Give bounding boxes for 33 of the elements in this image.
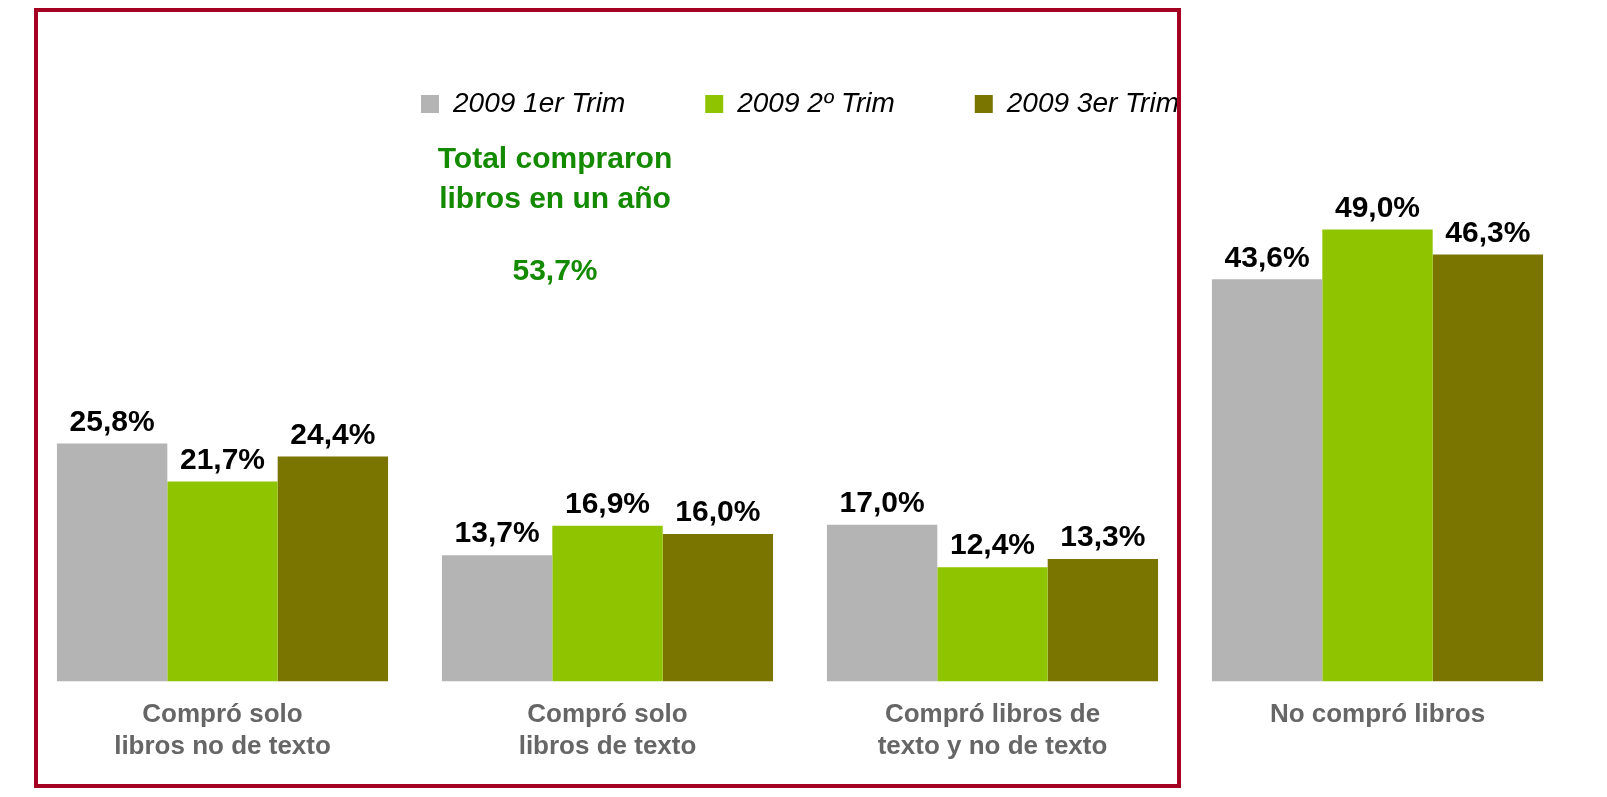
text: Total compraron libros en un año (437, 141, 673, 215)
data-label: 43,6% (1224, 239, 1310, 273)
bar (552, 525, 663, 682)
annotation: 53,7% (512, 253, 598, 287)
bar (662, 533, 774, 682)
data-label: 24,4% (290, 416, 376, 450)
bar (1322, 229, 1433, 682)
data-label: 13,3% (1060, 519, 1146, 553)
data-label: 46,3% (1445, 214, 1531, 248)
x-tick-label: Compró solo libros no de texto (114, 698, 331, 760)
data-label: 25,8% (69, 403, 155, 437)
bar (1047, 558, 1159, 682)
bar (167, 481, 278, 682)
data-label: 49,0% (1334, 189, 1421, 223)
data-label: 13,7% (454, 515, 540, 549)
x-tick-label: Compró libros de texto y no de texto (877, 698, 1108, 760)
data-label: 16,9% (564, 485, 651, 519)
data-label: 21,7% (179, 441, 266, 475)
bar (1432, 254, 1544, 682)
data-label: 16,0% (675, 494, 761, 528)
bar (826, 524, 938, 682)
legend-label: 2009 1er Trim (452, 86, 626, 118)
x-tick-label: Compró solo libros de texto (518, 698, 697, 760)
data-label: 12,4% (949, 527, 1036, 561)
x-tick-label: No compró libros (1269, 698, 1486, 729)
legend-label: 2009 3er Trim (1005, 86, 1179, 118)
legend-label: 2009 2º Trim (736, 86, 895, 118)
bar (56, 443, 168, 682)
data-label: 17,0% (839, 485, 925, 519)
bar (1211, 279, 1323, 682)
bar (441, 555, 553, 682)
bar (277, 456, 389, 682)
bar (937, 567, 1048, 682)
